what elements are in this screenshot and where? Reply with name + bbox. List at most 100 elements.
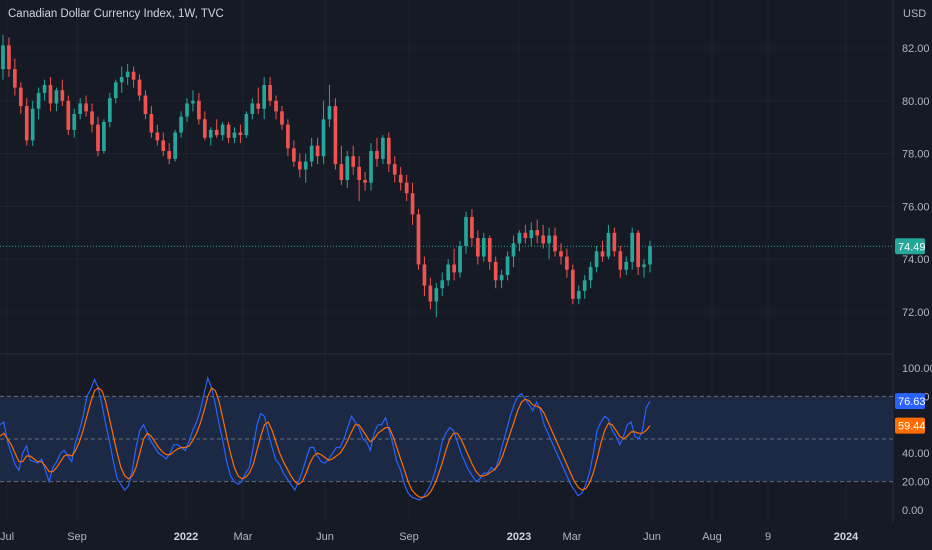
- candle-body: [131, 71, 136, 80]
- d-value-label: 59.44: [898, 421, 926, 433]
- candle: [470, 209, 474, 246]
- time-axis-label: 2024: [834, 531, 859, 543]
- candle-body: [576, 290, 581, 299]
- candle-body: [185, 103, 189, 117]
- candle-body: [535, 230, 540, 236]
- candle-body: [137, 79, 142, 96]
- candle: [297, 153, 302, 178]
- candle: [244, 111, 249, 138]
- candle: [60, 79, 65, 107]
- d-value-badge: [895, 417, 925, 434]
- candle-body: [268, 84, 272, 101]
- candle: [588, 261, 593, 289]
- candle: [636, 230, 640, 276]
- oscillator-tick-label: 0.00: [902, 505, 923, 517]
- candle: [446, 259, 451, 286]
- candle-body: [428, 285, 433, 302]
- candle: [434, 282, 439, 318]
- candle-body: [470, 216, 474, 239]
- candle: [481, 232, 486, 262]
- candle: [618, 246, 623, 278]
- candle: [493, 256, 498, 289]
- candle-body: [232, 132, 237, 138]
- candle-body: [238, 132, 243, 136]
- candle: [173, 129, 177, 162]
- candle: [226, 121, 231, 144]
- candle-body: [66, 100, 71, 130]
- currency-label: USD: [903, 8, 926, 20]
- time-axis-label: Sep: [399, 531, 419, 543]
- time-axis-label: Mar: [234, 531, 253, 543]
- candle-body: [202, 119, 207, 138]
- candle-body: [244, 114, 249, 136]
- candle-body: [452, 264, 456, 273]
- candle: [202, 111, 207, 141]
- candle-body: [559, 251, 563, 257]
- candle: [339, 145, 344, 186]
- candle-body: [505, 256, 510, 276]
- candle-body: [220, 124, 225, 136]
- candle: [363, 172, 367, 191]
- candle-body: [416, 214, 421, 265]
- candle-body: [386, 137, 391, 165]
- price-tick-label: 82.00: [902, 43, 930, 55]
- candle: [72, 108, 77, 138]
- candle: [197, 92, 201, 125]
- candle-body: [339, 164, 344, 180]
- candle-body: [297, 161, 302, 170]
- price-labels: 74.49 76.63 59.44: [0, 238, 926, 434]
- candle-body: [48, 84, 53, 104]
- candle: [541, 224, 545, 249]
- candle: [48, 77, 53, 112]
- candle-body: [345, 156, 350, 180]
- candle-body: [648, 246, 652, 265]
- candle: [1, 34, 5, 80]
- candle-body: [588, 267, 593, 281]
- candle-body: [274, 100, 278, 112]
- candle-body: [250, 103, 255, 114]
- candle-body: [481, 238, 486, 257]
- candle-body: [392, 164, 397, 175]
- candle: [535, 219, 540, 244]
- candle: [13, 58, 17, 96]
- candle-body: [90, 111, 94, 125]
- oscillator-k-line: [0, 375, 651, 501]
- candle-body: [458, 246, 462, 273]
- candle: [256, 87, 261, 114]
- candle: [119, 66, 124, 93]
- candle-body: [155, 132, 160, 141]
- candle: [149, 106, 154, 138]
- oscillator-d-line: [0, 386, 651, 498]
- axes: 82.0080.0078.0076.0074.0072.00100.0080.0…: [0, 43, 932, 543]
- candle: [309, 137, 314, 167]
- candle-body: [167, 150, 172, 159]
- candle-body: [208, 129, 213, 138]
- candle: [357, 156, 361, 202]
- candle-body: [600, 251, 605, 257]
- candle-body: [161, 140, 166, 151]
- candle: [398, 166, 403, 191]
- candle: [386, 132, 391, 173]
- candle-body: [375, 150, 379, 159]
- candle: [220, 121, 225, 141]
- candlestick-series: [1, 34, 652, 318]
- candle: [96, 116, 100, 157]
- candle: [208, 127, 213, 146]
- candle-body: [464, 216, 468, 246]
- candle-body: [517, 232, 522, 244]
- candle: [315, 137, 320, 165]
- candle-body: [582, 280, 587, 291]
- candle-body: [636, 232, 640, 268]
- candle: [327, 84, 332, 128]
- candle-body: [226, 124, 231, 138]
- candle: [303, 153, 308, 183]
- candle: [24, 98, 29, 146]
- candle-body: [624, 261, 629, 270]
- candle-body: [351, 156, 356, 167]
- candle-body: [529, 230, 534, 239]
- candle-body: [440, 280, 445, 289]
- candle-body: [369, 150, 373, 183]
- candle-body: [54, 90, 59, 104]
- candle-body: [173, 132, 177, 159]
